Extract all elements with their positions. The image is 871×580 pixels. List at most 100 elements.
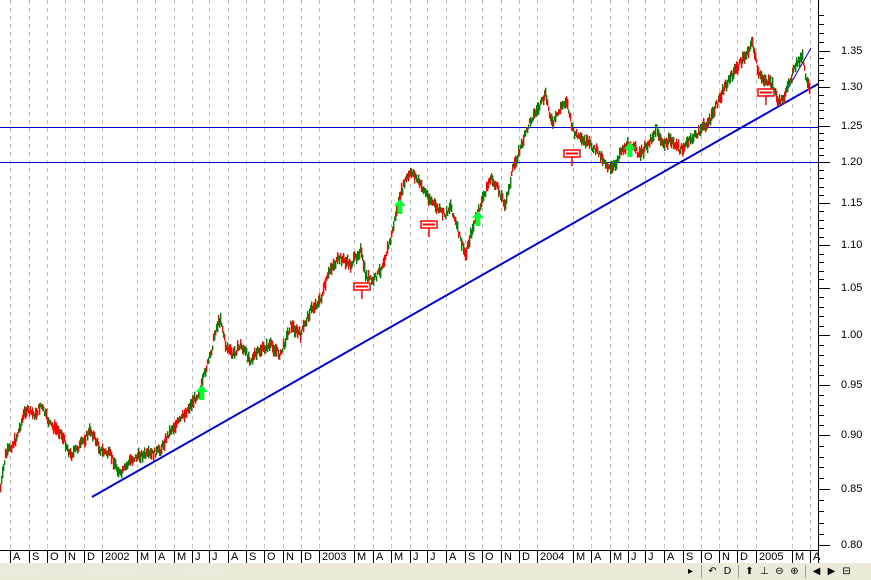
y-axis-minor-tick [819, 58, 824, 60]
trendline[interactable] [777, 47, 812, 107]
crosshair-button[interactable]: ⊥ [760, 566, 769, 577]
x-axis-label: A [155, 551, 174, 563]
y-axis-minor-tick [819, 65, 824, 67]
x-axis-label: S [683, 551, 701, 563]
y-axis-minor-tick [819, 445, 824, 447]
y-axis-label: 1.20 [841, 156, 863, 168]
y-axis-minor-tick [819, 118, 824, 120]
y-axis-minor-tick [819, 15, 824, 16]
x-axis-label: M [610, 551, 628, 563]
y-axis-minor-tick [819, 102, 824, 104]
horizontal-scrollbar[interactable] [0, 564, 225, 579]
toolbar-separator [701, 565, 702, 578]
x-axis-time-scale[interactable]: A S O N D 2002 M A M J J A S O N D 2003 M A M J J A S O N D 2004 M A M… [0, 550, 820, 563]
y-axis-minor-tick [819, 306, 824, 308]
y-axis-minor-tick [819, 219, 824, 221]
y-axis-major-tick [819, 162, 830, 163]
y-axis-major-tick [819, 489, 830, 490]
scroll-right-button[interactable]: ▶ [827, 566, 836, 577]
scroll-up-button[interactable]: ⬆ [745, 566, 754, 577]
x-axis-label: M [354, 551, 373, 563]
zoom-out-button[interactable]: ⊖ [775, 566, 784, 577]
x-axis-label: D [301, 551, 319, 563]
sell-exit-marker-icon [353, 282, 371, 299]
x-axis-label: O [47, 551, 65, 563]
zoom-in-button[interactable]: ⊕ [790, 566, 799, 577]
y-axis-label: 1.00 [841, 329, 863, 341]
y-axis-major-tick [819, 87, 830, 88]
y-axis-major-tick [819, 126, 830, 127]
x-axis-label: O [701, 551, 719, 563]
y-axis-minor-tick [819, 211, 824, 213]
undo-button[interactable]: ↶ [708, 566, 717, 577]
y-axis-minor-tick [819, 345, 824, 346]
y-axis-major-tick [819, 288, 830, 289]
sell-exit-marker-icon [420, 220, 438, 237]
y-axis-label: 0.90 [841, 429, 863, 441]
y-axis-minor-tick [819, 170, 824, 172]
price-bars [0, 36, 811, 493]
y-axis-minor-tick [819, 375, 824, 376]
y-axis-label: 1.10 [841, 239, 863, 251]
y-axis-price-scale[interactable]: 1.35 1.30 1.25 1.20 1.15 1.10 1.05 1.00 0.95 0.90… [818, 0, 871, 563]
x-axis-label: S [246, 551, 264, 563]
x-axis-label: M [792, 551, 810, 563]
y-axis-minor-tick [819, 415, 824, 416]
y-axis-minor-tick [819, 467, 824, 469]
y-axis-minor-tick [819, 279, 824, 281]
y-axis-minor-tick [819, 522, 824, 524]
y-axis-minor-tick [819, 425, 824, 426]
x-axis-label: A [228, 551, 246, 563]
y-axis-major-tick [819, 385, 830, 386]
y-axis-label: 0.95 [841, 379, 863, 391]
y-axis-minor-tick [819, 24, 824, 25]
scroll-left-button[interactable]: ◀ [812, 566, 821, 577]
y-axis-minor-tick [819, 456, 824, 458]
y-axis-minor-tick [819, 395, 824, 396]
sell-exit-marker-icon [563, 149, 581, 166]
y-axis-minor-tick [819, 236, 824, 238]
x-axis-label: S [465, 551, 482, 563]
y-axis-minor-tick [819, 72, 824, 74]
y-axis-label: 1.35 [841, 45, 863, 57]
trendline[interactable] [91, 83, 818, 498]
x-axis-label: J [427, 551, 446, 563]
y-axis-minor-tick [819, 365, 824, 366]
buy-arrow-icon [472, 211, 484, 226]
x-axis-label: M [391, 551, 410, 563]
x-axis-label: N [283, 551, 301, 563]
y-axis-minor-tick [819, 262, 824, 264]
y-axis-label: 0.85 [841, 483, 863, 495]
vertical-grid [10, 0, 811, 550]
y-axis-major-tick [819, 51, 830, 52]
y-axis-major-tick [819, 545, 830, 546]
buy-arrow-icon [624, 142, 636, 157]
y-axis-label: 1.05 [841, 282, 863, 294]
buy-arrow-icon [394, 199, 406, 214]
trendlines[interactable] [91, 47, 818, 498]
y-axis-minor-tick [819, 228, 824, 230]
toolbar-separator [738, 565, 739, 578]
x-axis-label: M [573, 551, 591, 563]
maximize-button[interactable]: ⊟ [842, 566, 851, 577]
x-axis-label: N [501, 551, 519, 563]
x-axis-label: J [628, 551, 645, 563]
x-axis-label: A [810, 551, 820, 563]
trade-signals [196, 88, 775, 400]
x-axis-label: A [373, 551, 391, 563]
period-button[interactable]: D [723, 566, 732, 577]
y-axis-label: 1.15 [841, 197, 863, 209]
y-axis-minor-tick [819, 110, 824, 112]
y-axis-major-tick [819, 245, 830, 246]
chart-toolbar: ▸ ↶ D ⬆ ⊥ ⊖ ⊕ ◀ ▶ ⊟ [683, 563, 854, 580]
x-axis-label: J [209, 551, 228, 563]
x-axis-label: N [719, 551, 737, 563]
x-axis-label: A [591, 551, 610, 563]
price-chart-plot-area[interactable] [0, 0, 818, 550]
cursor-button[interactable]: ▸ [687, 566, 694, 577]
y-axis-major-tick [819, 435, 830, 436]
y-axis-minor-tick [819, 500, 824, 502]
x-axis-label: 2005 [756, 551, 792, 563]
y-axis-label: 0.80 [841, 539, 863, 551]
x-axis-label: D [737, 551, 756, 563]
